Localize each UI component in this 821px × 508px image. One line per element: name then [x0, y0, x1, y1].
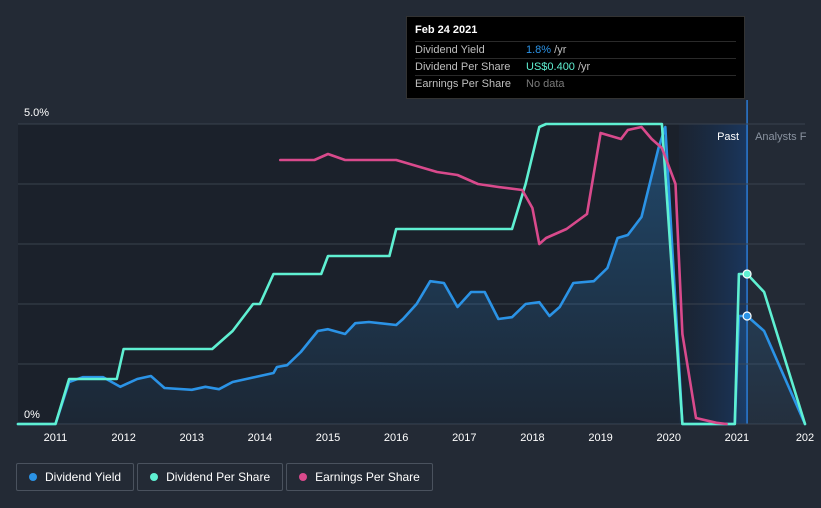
tooltip: Feb 24 2021 Dividend Yield 1.8% /yr Divi…: [406, 16, 745, 99]
legend-item-dividend-yield[interactable]: Dividend Yield: [16, 463, 135, 491]
tooltip-unit: /yr: [574, 61, 591, 73]
legend-dot-icon: [150, 473, 159, 481]
tooltip-label: Dividend Yield: [415, 44, 485, 56]
x-tick-label: 2011: [44, 432, 68, 444]
tooltip-row-earnings-per-share: Earnings Per Share No data: [415, 75, 736, 92]
x-tick-label: 2020: [656, 432, 680, 444]
x-tick-label: 2013: [180, 432, 204, 444]
legend-dot-icon: [29, 473, 37, 481]
tooltip-row-dividend-yield: Dividend Yield 1.8% /yr: [415, 41, 736, 58]
forecast-label: Analysts F: [755, 131, 807, 143]
x-tick-label: 2021: [725, 432, 749, 444]
legend-label: Earnings Per Share: [315, 470, 420, 484]
series-marker: [742, 311, 752, 321]
x-tick-label: 2017: [452, 432, 476, 444]
tooltip-value: US$0.400: [526, 61, 575, 73]
series-marker: [742, 269, 752, 279]
dividend-yield-line: [16, 125, 807, 426]
tooltip-row-dividend-per-share: Dividend Per Share US$0.400 /yr: [415, 58, 736, 75]
legend-label: Dividend Per Share: [166, 470, 271, 484]
legend-dot-icon: [299, 473, 308, 481]
past-label: Past: [717, 131, 739, 143]
x-tick-label: 2019: [588, 432, 612, 444]
legend-label: Dividend Yield: [45, 470, 122, 484]
tooltip-unit: /yr: [551, 44, 567, 56]
tooltip-date: Feb 24 2021: [415, 24, 478, 36]
x-tick-label: 2015: [316, 432, 340, 444]
legend: Dividend Yield Dividend Per Share Earnin…: [16, 463, 433, 491]
y-tick-label: 5.0%: [24, 107, 49, 119]
x-tick-label: 2016: [384, 432, 408, 444]
x-tick-label: 2012: [111, 432, 135, 444]
x-tick-label: 202: [796, 432, 814, 444]
earnings-per-share-line: [279, 125, 728, 426]
legend-item-dividend-per-share[interactable]: Dividend Per Share: [137, 463, 284, 491]
dividend-yield-area: [18, 127, 805, 424]
tooltip-value: 1.8%: [526, 44, 552, 56]
x-tick-label: 2014: [248, 432, 272, 444]
tooltip-label: Earnings Per Share: [415, 78, 511, 90]
legend-item-earnings-per-share[interactable]: Earnings Per Share: [286, 463, 433, 491]
tooltip-value: No data: [526, 78, 565, 90]
tooltip-label: Dividend Per Share: [415, 61, 511, 73]
y-tick-label: 0%: [24, 409, 40, 421]
x-tick-label: 2018: [520, 432, 544, 444]
